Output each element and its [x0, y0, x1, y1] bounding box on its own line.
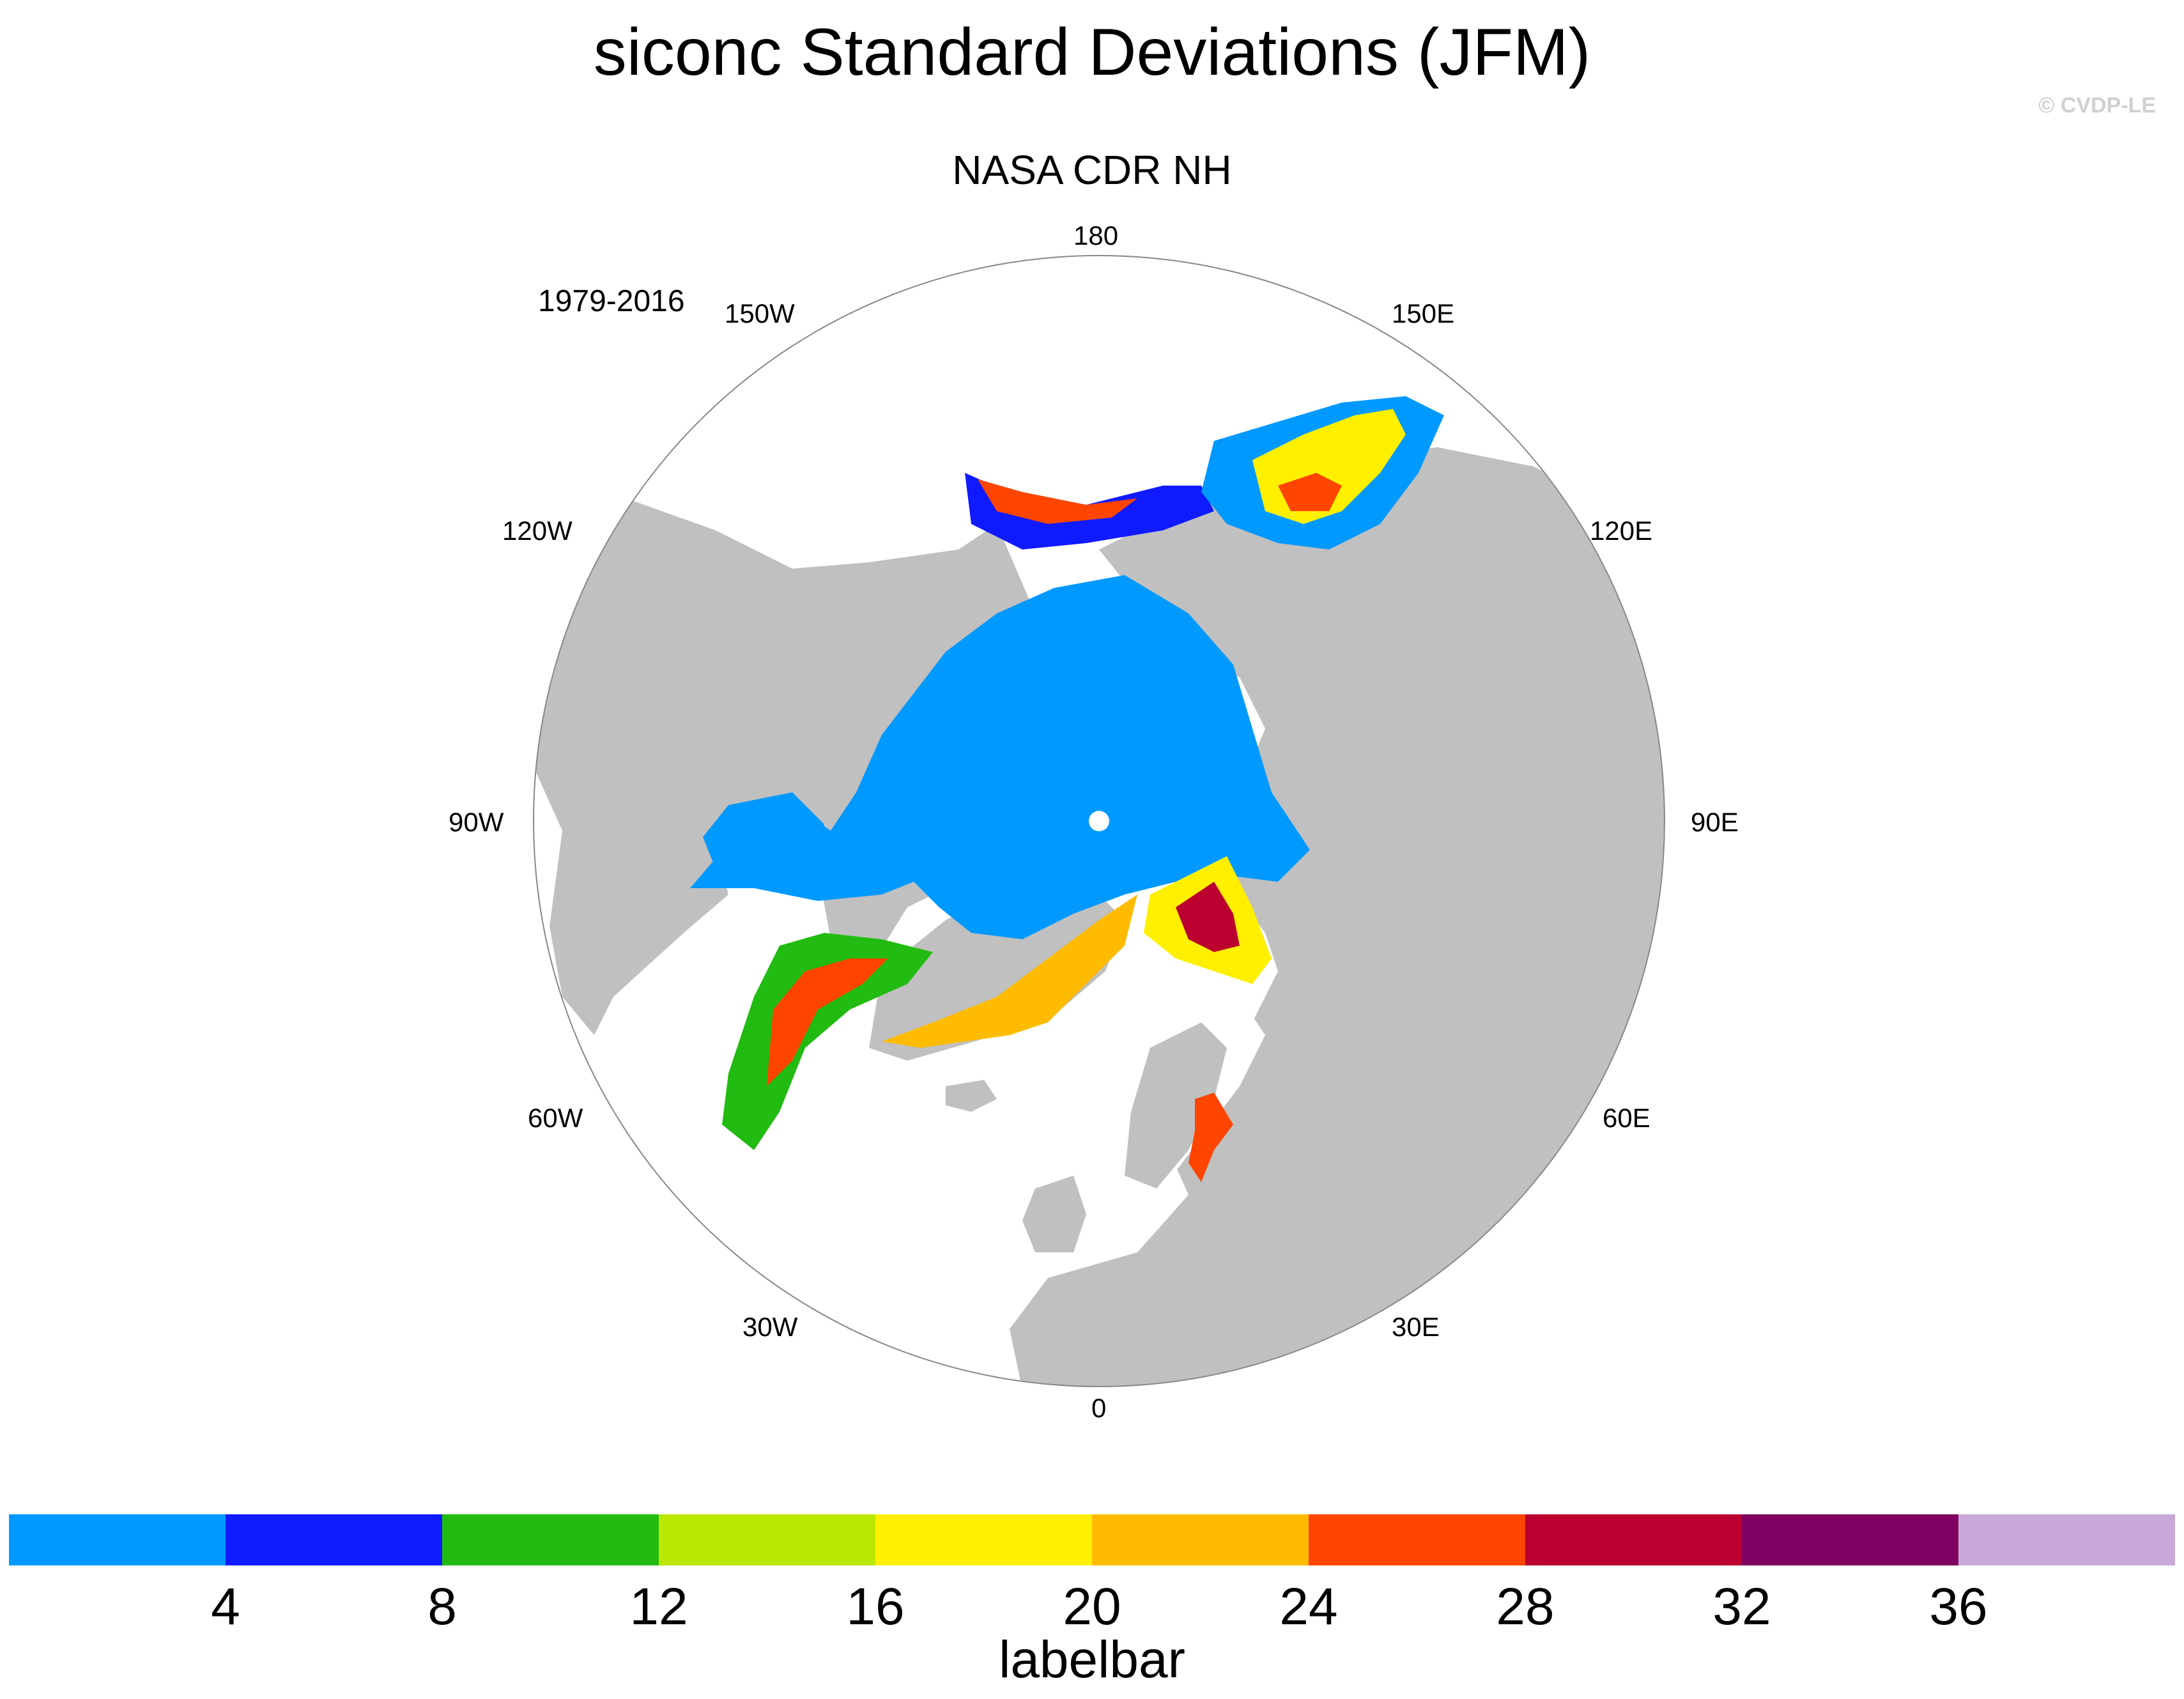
labelbar-tick: 24	[1279, 1578, 1338, 1636]
lon-label-60e: 60E	[1603, 1103, 1650, 1133]
lon-label-0: 0	[1091, 1393, 1107, 1423]
labelbar-title: labelbar	[999, 1631, 1185, 1689]
labelbar-tick: 28	[1496, 1578, 1555, 1636]
labelbar-swatch	[1309, 1514, 1525, 1565]
ice-baltic	[1188, 1093, 1233, 1182]
labelbar-swatch	[9, 1514, 226, 1565]
lon-label-60w: 60W	[528, 1103, 583, 1133]
ice-barents-core	[1176, 882, 1240, 952]
labelbar-swatch	[1958, 1514, 2175, 1565]
pole-hole	[1089, 811, 1109, 831]
lon-label-30w: 30W	[742, 1312, 798, 1342]
labelbar-swatch	[442, 1514, 659, 1565]
color-labelbar	[9, 1514, 2175, 1565]
ice-labrador-core	[767, 958, 888, 1086]
lon-label-120w: 120W	[502, 516, 573, 546]
lon-label-150w: 150W	[725, 298, 795, 328]
labelbar-tick: 16	[846, 1578, 905, 1636]
labelbar-swatch	[226, 1514, 442, 1565]
land-north-america	[534, 498, 1035, 1035]
ice-okhotsk-peak	[1278, 473, 1342, 511]
lon-label-120e: 120E	[1590, 516, 1653, 546]
land-british-isles	[1022, 1176, 1086, 1252]
labelbar-tick: 32	[1712, 1578, 1771, 1636]
labelbar-swatch	[1742, 1514, 1958, 1565]
ice-labrador-band	[722, 933, 933, 1150]
period-label: 1979-2016	[538, 284, 685, 318]
chart-title: siconc Standard Deviations (JFM)	[593, 15, 1591, 89]
map-border	[533, 255, 1665, 1387]
dataset-subtitle: NASA CDR NH	[952, 147, 1232, 193]
lon-label-30e: 30E	[1392, 1312, 1440, 1342]
ice-hudson-bay	[703, 792, 824, 875]
labelbar-tick: 36	[1929, 1578, 1988, 1636]
labelbar-swatch	[875, 1514, 1092, 1565]
lon-label-90e: 90E	[1691, 807, 1739, 837]
labelbar-tick: 4	[211, 1578, 240, 1636]
labelbar-swatch	[659, 1514, 875, 1565]
labelbar-tick: 8	[427, 1578, 457, 1636]
land-norway-sweden	[1125, 1022, 1227, 1188]
lon-label-150e: 150E	[1392, 298, 1455, 328]
lon-label-180: 180	[1073, 220, 1119, 250]
labelbar-tick: 20	[1063, 1578, 1121, 1636]
watermark-text: © CVDP-LE	[2038, 93, 2156, 118]
lon-label-90w: 90W	[449, 807, 504, 837]
ice-greenland-sea	[882, 895, 1137, 1048]
land-iceland	[946, 1080, 997, 1112]
labelbar-swatch	[1525, 1514, 1742, 1565]
ice-central-arctic	[690, 575, 1310, 939]
ice-bering-sea	[978, 479, 1137, 524]
labelbar-tick: 12	[629, 1578, 688, 1636]
land-greenland	[869, 882, 1125, 1061]
labelbar-swatch	[1092, 1514, 1309, 1565]
